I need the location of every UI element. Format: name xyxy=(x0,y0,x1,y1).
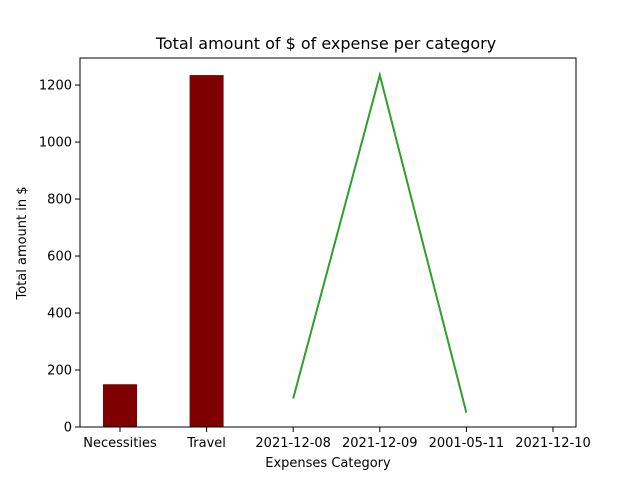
x-tick-label: 2021-12-09 xyxy=(342,436,418,451)
plot-frame xyxy=(79,57,577,428)
plot-area xyxy=(103,71,468,427)
line-series xyxy=(292,71,468,414)
y-axis-label: Total amount in $ xyxy=(15,186,30,300)
x-tick-label: 2021-12-08 xyxy=(255,436,331,451)
chart-title: Total amount of $ of expense per categor… xyxy=(155,34,496,53)
y-tick-label: 400 xyxy=(47,307,72,322)
y-tick-label: 600 xyxy=(47,250,72,265)
y-tick-label: 1200 xyxy=(39,79,72,94)
y-tick-label: 200 xyxy=(47,364,72,379)
bar-necessities xyxy=(103,384,137,427)
y-tick-label: 0 xyxy=(64,421,72,436)
x-axis-label: Expenses Category xyxy=(265,456,391,471)
x-tick-label: Travel xyxy=(186,436,226,451)
x-tick-label: Necessities xyxy=(83,436,157,451)
bar-travel xyxy=(189,75,224,427)
x-tick-label: 2001-05-11 xyxy=(429,436,505,451)
y-tick-label: 1000 xyxy=(39,136,72,151)
x-tick-label: 2021-12-10 xyxy=(515,436,591,451)
y-tick-label: 800 xyxy=(47,193,72,208)
